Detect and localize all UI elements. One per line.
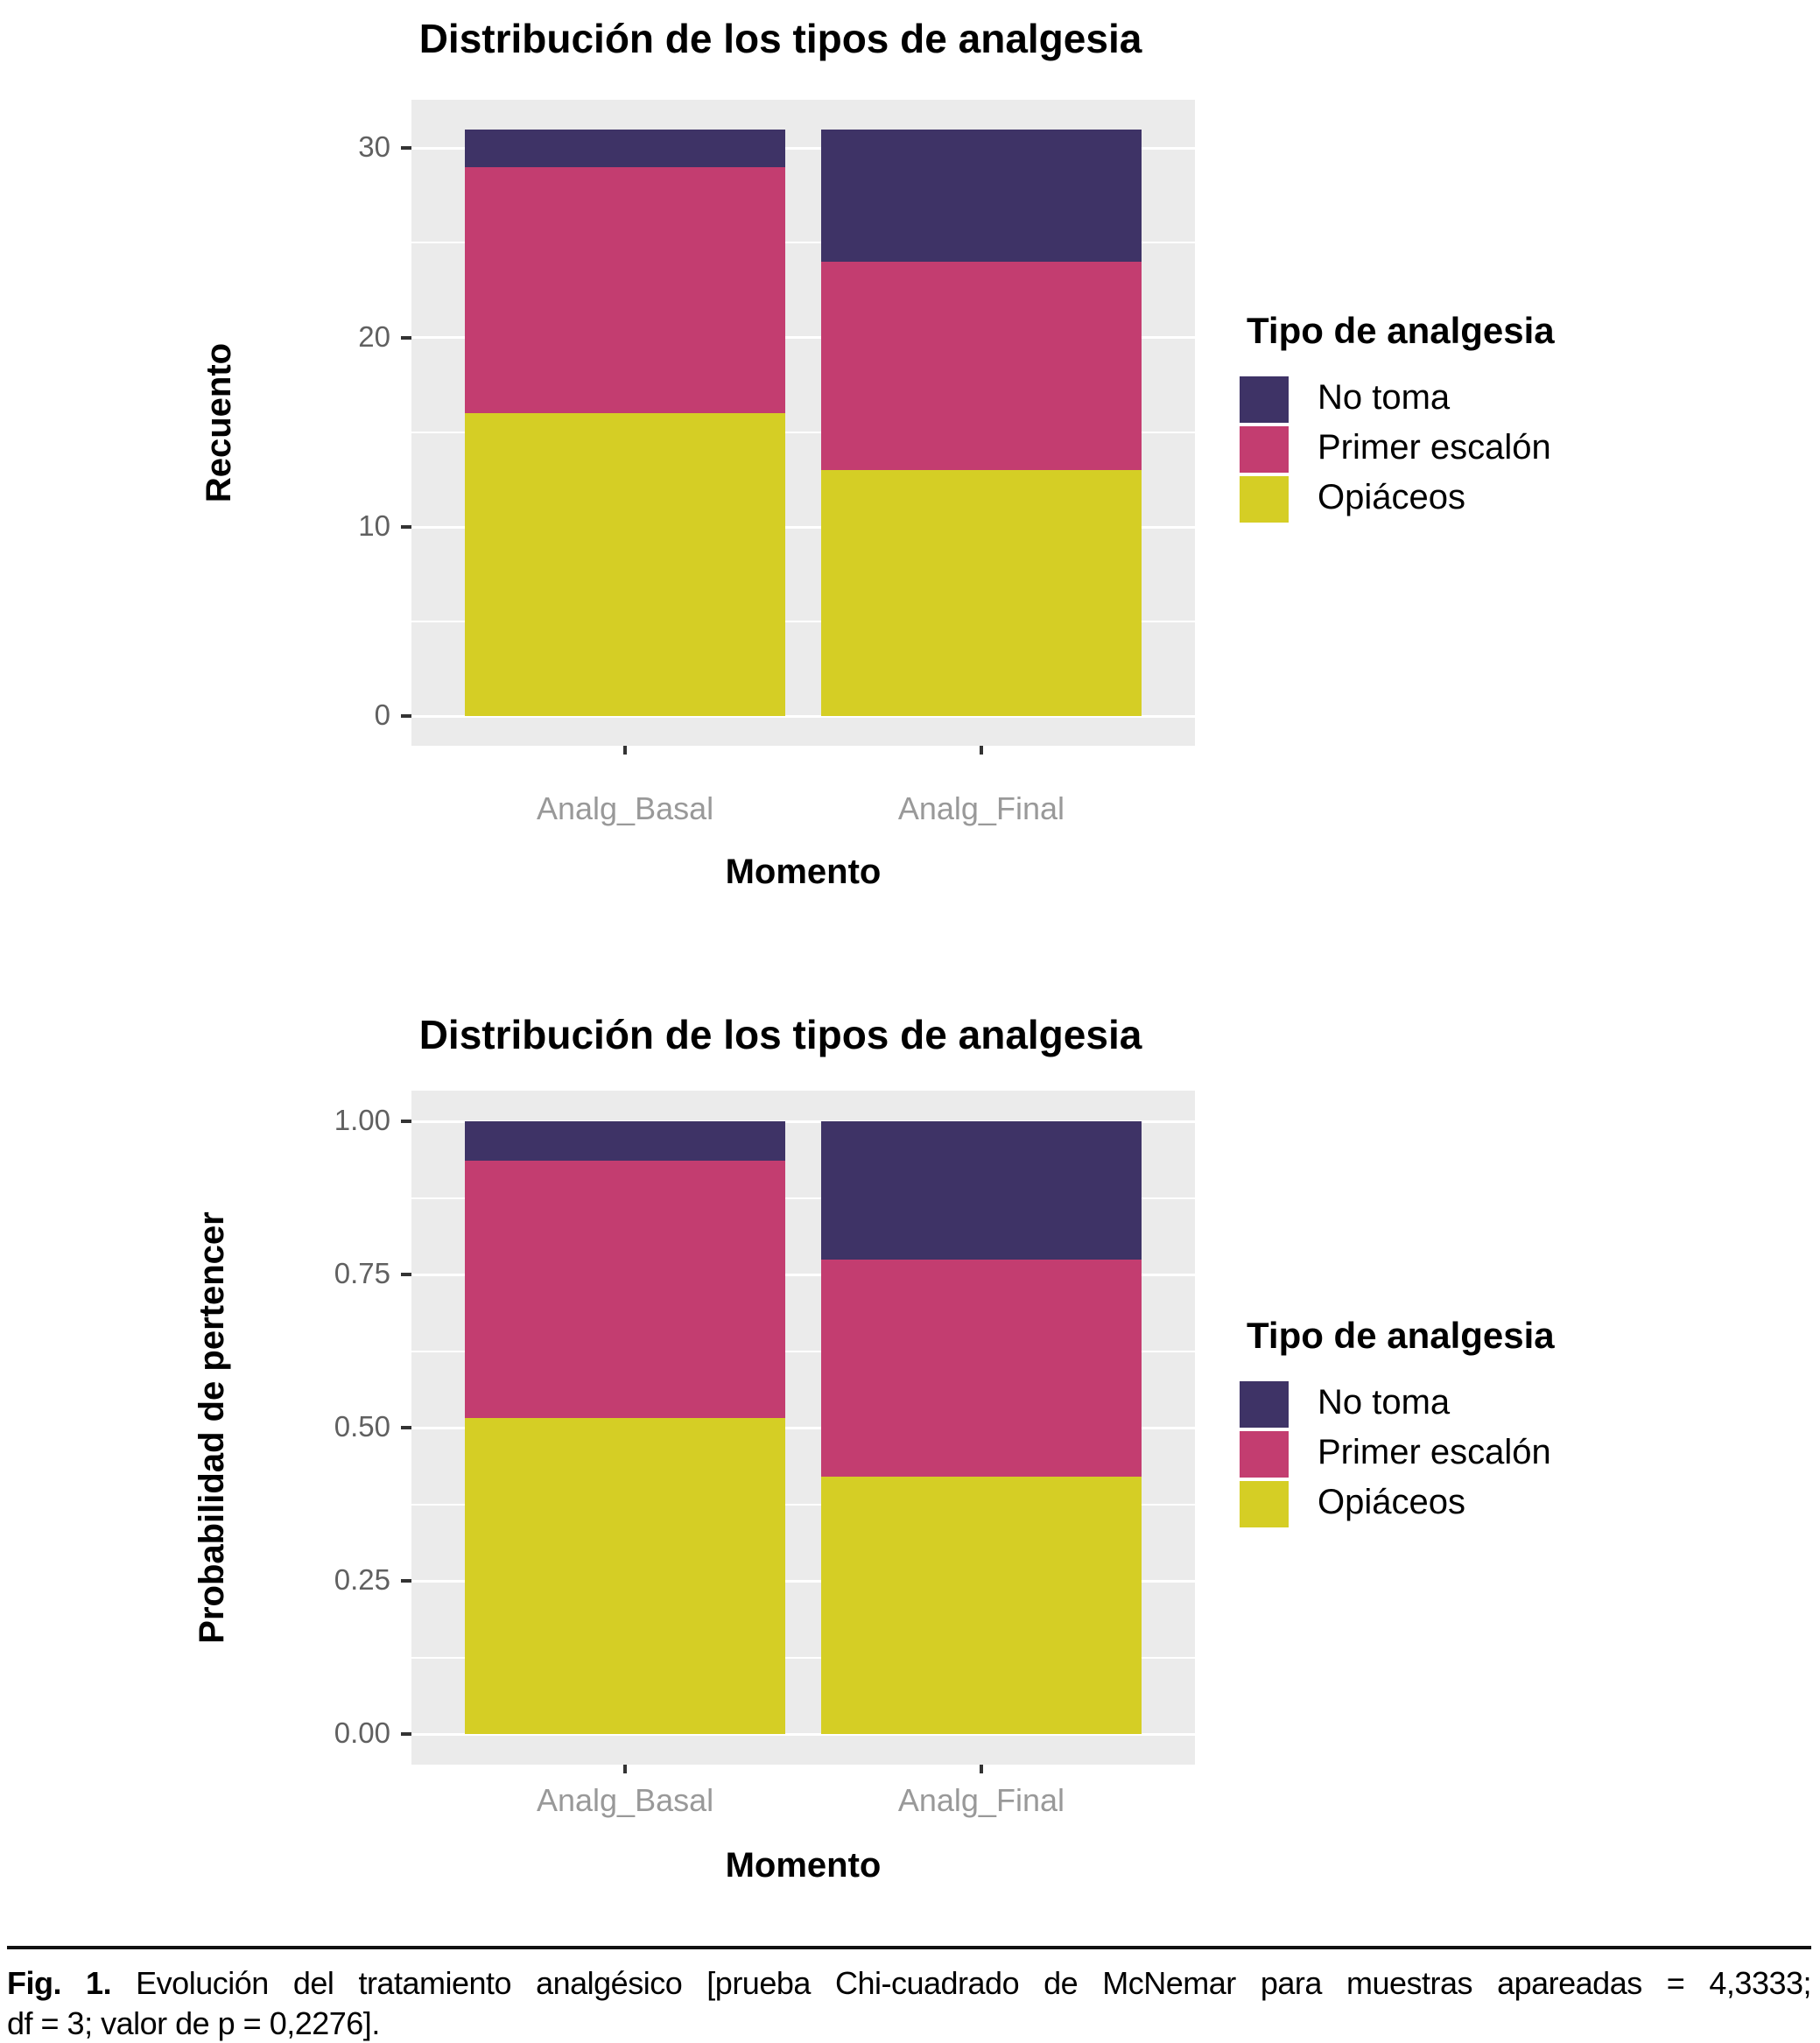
y-tick-label: 0 [374,699,390,732]
x-tick-label: Analg_Basal [536,790,714,826]
legend-swatch-no_toma [1240,376,1289,423]
x-tick-label: Analg_Final [897,1782,1065,1818]
legend-label-primer_escalon: Primer escalón [1318,428,1551,467]
legend-swatch-opiaceos [1240,476,1289,523]
x-tick-mark [979,746,983,755]
x-tick-mark [979,1765,983,1773]
plot-panel [411,100,1195,746]
caption-line-2: df = 3; valor de p = 0,2276]. [7,2005,380,2042]
gridline-minor [411,242,1195,244]
y-tick-label: 1.00 [334,1104,390,1136]
legend-title: Tipo de analgesia [1247,1315,1555,1356]
bar-segment-primer_escalon [821,262,1142,470]
legend-label-primer_escalon: Primer escalón [1318,1433,1551,1471]
y-tick-label: 0.50 [334,1410,390,1443]
gridline-major [411,1273,1195,1276]
bar-segment-primer_escalon [821,1260,1142,1477]
y-tick-mark [401,1426,411,1429]
caption-text: Evolución del tratamiento analgésico [pr… [111,1965,1812,2001]
x-axis-title: Momento [725,853,882,891]
x-tick-mark [623,1765,628,1773]
chart-title: Distribución de los tipos de analgesia [418,16,1142,61]
gridline-major [411,1120,1195,1123]
legend-swatch-primer_escalon [1240,1431,1289,1478]
gridline-major [411,1426,1195,1429]
plot-panel [411,1091,1195,1765]
bar-segment-opiaceos [465,413,785,716]
bar-segment-opiaceos [821,1477,1142,1734]
gridline-major [411,336,1195,340]
y-tick-label: 0.00 [334,1717,390,1749]
gridline-minor [411,621,1195,623]
x-tick-mark [623,746,628,755]
gridline-major [411,1732,1195,1736]
bar-segment-no_toma [465,130,785,167]
y-tick-label: 30 [358,130,390,164]
y-tick-label: 20 [358,319,390,353]
y-tick-mark [401,146,411,151]
bar-segment-primer_escalon [465,167,785,413]
gridline-minor [411,1503,1195,1506]
gridline-major [411,714,1195,718]
bar-segment-no_toma [465,1121,785,1161]
chart-title: Distribución de los tipos de analgesia [418,1012,1142,1057]
y-tick-label: 0.75 [334,1257,390,1289]
y-tick-mark [401,1273,411,1276]
gridline-minor [411,1197,1195,1199]
y-axis-title: Recuento [200,342,238,503]
legend-swatch-primer_escalon [1240,426,1289,473]
bar-segment-no_toma [821,130,1142,262]
y-tick-mark [401,335,411,340]
caption-figure-label: Fig. 1. [7,1965,112,2001]
y-axis-title: Probabilidad de pertencer [193,1211,231,1644]
legend-label-no_toma: No toma [1318,1383,1451,1422]
figure-caption: Fig. 1. Evolución del tratamiento analgé… [7,1946,1812,2043]
bar-segment-no_toma [821,1121,1142,1260]
caption-line-1: Fig. 1. Evolución del tratamiento analgé… [7,1965,1812,2002]
x-tick-label: Analg_Basal [536,1782,714,1818]
gridline-major [411,146,1195,150]
legend-label-opiaceos: Opiáceos [1318,1483,1465,1521]
y-tick-label: 0.25 [334,1563,390,1596]
legend-label-opiaceos: Opiáceos [1318,478,1465,516]
bar-segment-opiaceos [821,470,1142,716]
x-axis-title: Momento [725,1846,882,1885]
y-tick-mark [401,1732,411,1736]
y-tick-mark [401,714,411,719]
y-tick-label: 10 [358,509,390,543]
bar-segment-opiaceos [465,1418,785,1734]
gridline-minor [411,431,1195,433]
legend-swatch-opiaceos [1240,1481,1289,1527]
legend-title: Tipo de analgesia [1247,310,1555,351]
legend-label-no_toma: No toma [1318,378,1451,417]
legend-swatch-no_toma [1240,1381,1289,1428]
y-tick-mark [401,1579,411,1583]
gridline-major [411,1579,1195,1583]
y-tick-mark [401,1120,411,1123]
y-tick-mark [401,525,411,530]
gridline-minor [411,1350,1195,1352]
gridline-minor [411,1656,1195,1659]
gridline-major [411,525,1195,529]
bar-segment-primer_escalon [465,1161,785,1418]
x-tick-label: Analg_Final [897,790,1065,826]
